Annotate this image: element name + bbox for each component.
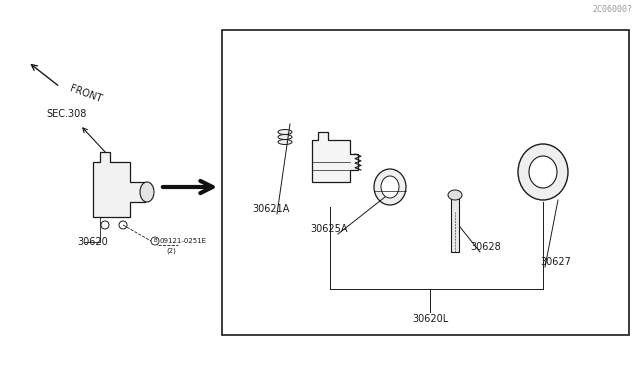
Text: 30627: 30627 — [540, 257, 571, 267]
Text: (2): (2) — [166, 248, 176, 254]
Ellipse shape — [278, 140, 292, 144]
Circle shape — [151, 237, 159, 245]
Ellipse shape — [381, 176, 399, 198]
Ellipse shape — [518, 144, 568, 200]
Text: B: B — [153, 238, 157, 244]
Text: FRONT: FRONT — [68, 84, 103, 105]
Ellipse shape — [278, 129, 292, 135]
Bar — [451, 197, 459, 252]
Text: 30628: 30628 — [470, 242, 500, 252]
Text: 30620L: 30620L — [412, 314, 448, 324]
Ellipse shape — [374, 169, 406, 205]
Ellipse shape — [140, 182, 154, 202]
Text: 30620: 30620 — [77, 237, 108, 247]
Text: 30625A: 30625A — [310, 224, 348, 234]
Circle shape — [101, 221, 109, 229]
Text: SEC.308: SEC.308 — [47, 109, 87, 119]
Ellipse shape — [529, 156, 557, 188]
PathPatch shape — [312, 132, 358, 182]
Text: 30621A: 30621A — [252, 204, 289, 214]
Circle shape — [119, 221, 127, 229]
Text: 09121-0251E: 09121-0251E — [160, 238, 207, 244]
Bar — [222, 30, 629, 335]
Text: 2C06000?: 2C06000? — [592, 5, 632, 14]
PathPatch shape — [93, 152, 145, 217]
Ellipse shape — [448, 190, 462, 200]
Ellipse shape — [278, 135, 292, 140]
